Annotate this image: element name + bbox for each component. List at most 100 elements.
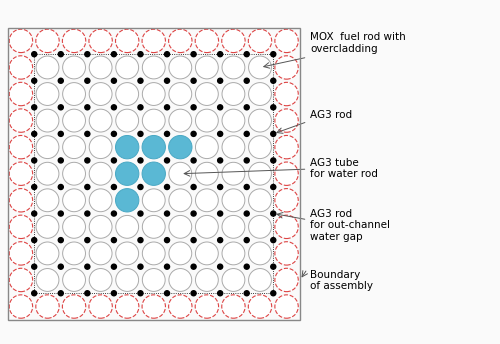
Circle shape (191, 291, 196, 296)
Circle shape (62, 83, 86, 106)
Circle shape (271, 264, 276, 269)
Circle shape (36, 269, 59, 291)
Circle shape (58, 211, 64, 216)
Circle shape (32, 291, 36, 296)
Circle shape (164, 158, 170, 163)
Circle shape (89, 29, 112, 53)
Circle shape (58, 131, 64, 137)
Circle shape (248, 295, 272, 318)
Circle shape (112, 52, 116, 57)
Circle shape (85, 78, 90, 83)
Circle shape (164, 78, 170, 83)
Circle shape (138, 158, 143, 163)
Circle shape (9, 82, 32, 106)
Circle shape (32, 238, 36, 243)
Circle shape (116, 295, 139, 318)
Circle shape (58, 238, 64, 243)
Circle shape (248, 29, 272, 53)
Circle shape (271, 211, 276, 216)
Circle shape (169, 269, 192, 291)
Circle shape (142, 242, 165, 265)
Circle shape (191, 238, 196, 243)
Circle shape (222, 56, 245, 79)
Circle shape (168, 136, 192, 159)
Circle shape (275, 189, 298, 212)
Circle shape (89, 269, 112, 291)
Circle shape (168, 29, 192, 53)
Circle shape (195, 29, 218, 53)
Circle shape (89, 56, 112, 79)
Circle shape (32, 131, 36, 137)
Circle shape (222, 295, 245, 318)
Circle shape (32, 211, 36, 216)
Circle shape (138, 184, 143, 190)
Circle shape (85, 264, 90, 269)
Circle shape (244, 238, 249, 243)
Circle shape (169, 109, 192, 132)
Circle shape (36, 56, 59, 79)
Circle shape (112, 158, 116, 163)
Circle shape (248, 162, 272, 185)
Circle shape (142, 295, 166, 318)
Circle shape (112, 184, 116, 190)
Circle shape (9, 268, 32, 292)
Circle shape (138, 211, 143, 216)
Circle shape (32, 52, 36, 57)
Circle shape (275, 242, 298, 265)
Circle shape (218, 211, 222, 216)
Circle shape (58, 184, 64, 190)
Circle shape (222, 162, 245, 185)
Circle shape (164, 105, 170, 110)
Circle shape (142, 109, 165, 132)
Circle shape (271, 158, 276, 163)
Circle shape (271, 291, 276, 296)
Circle shape (196, 162, 218, 185)
Bar (34, 54, 274, 293)
Circle shape (218, 291, 222, 296)
Circle shape (218, 184, 222, 190)
Circle shape (89, 136, 112, 159)
Circle shape (116, 269, 138, 291)
Circle shape (222, 136, 245, 159)
Circle shape (271, 184, 276, 190)
Circle shape (275, 29, 298, 53)
Circle shape (62, 189, 86, 212)
Circle shape (9, 215, 32, 238)
Circle shape (36, 162, 59, 185)
Circle shape (168, 295, 192, 318)
Circle shape (32, 78, 36, 83)
Text: MOX  fuel rod with
overcladding: MOX fuel rod with overcladding (310, 32, 406, 54)
Circle shape (275, 162, 298, 185)
Circle shape (58, 264, 64, 269)
Circle shape (164, 184, 170, 190)
Circle shape (36, 83, 59, 106)
Circle shape (142, 83, 165, 106)
Circle shape (244, 78, 249, 83)
Circle shape (62, 269, 86, 291)
Circle shape (248, 83, 272, 106)
Circle shape (89, 83, 112, 106)
Circle shape (218, 78, 222, 83)
Circle shape (164, 211, 170, 216)
Circle shape (164, 131, 170, 137)
Circle shape (218, 158, 222, 163)
Circle shape (164, 264, 170, 269)
Circle shape (244, 184, 249, 190)
Circle shape (196, 215, 218, 238)
Circle shape (62, 136, 86, 159)
Circle shape (275, 136, 298, 159)
Circle shape (58, 158, 64, 163)
Text: AG3 rod
for out-channel
water gap: AG3 rod for out-channel water gap (310, 209, 390, 242)
Circle shape (271, 105, 276, 110)
Circle shape (32, 264, 36, 269)
Circle shape (196, 269, 218, 291)
Circle shape (142, 29, 166, 53)
Circle shape (169, 215, 192, 238)
Circle shape (275, 82, 298, 106)
Circle shape (62, 242, 86, 265)
Circle shape (191, 52, 196, 57)
Circle shape (112, 211, 116, 216)
Circle shape (9, 29, 32, 53)
Circle shape (191, 105, 196, 110)
Circle shape (248, 189, 272, 212)
